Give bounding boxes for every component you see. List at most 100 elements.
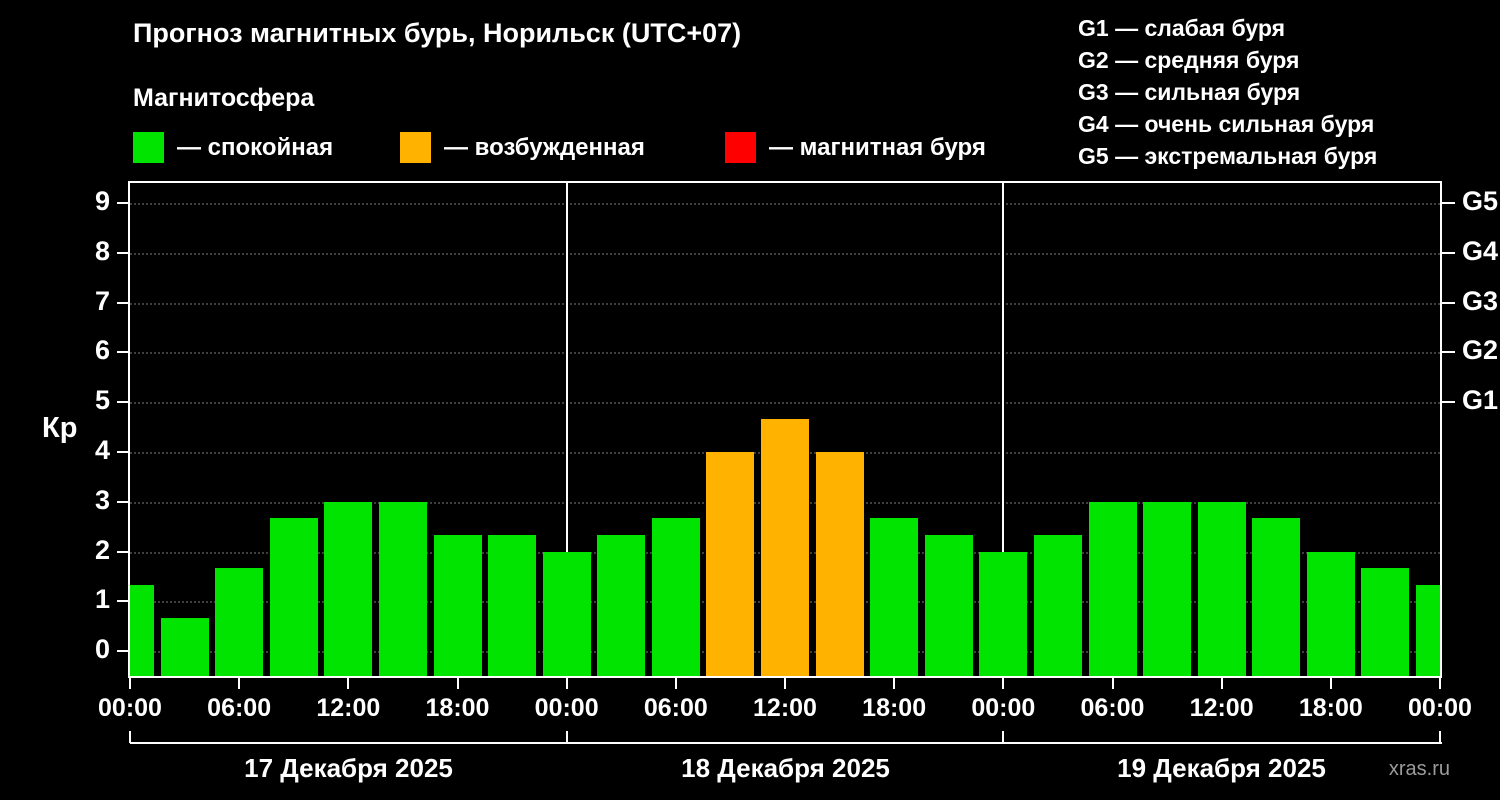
x-axis-tick <box>1002 678 1005 689</box>
legend-label-quiet: — спокойная <box>177 133 334 161</box>
date-label-day3: 19 Декабря 2025 <box>1117 753 1326 783</box>
date-axis-line <box>130 742 1442 744</box>
g-axis-tick <box>1442 401 1455 404</box>
kp-bar <box>433 535 482 676</box>
x-axis-tick-label: 06:00 <box>1080 694 1145 722</box>
legend-item-quiet: — спокойная <box>133 131 333 164</box>
y-axis-tick-label: 2 <box>94 534 110 565</box>
y-axis-tick <box>117 600 130 603</box>
x-axis-tick <box>893 678 896 689</box>
kp-bar <box>870 518 919 676</box>
kp-bar <box>1252 518 1301 676</box>
x-axis-tick-label: 12:00 <box>316 694 381 722</box>
y-axis-tick-label: 9 <box>94 185 110 216</box>
kp-gridline <box>130 302 1440 305</box>
y-axis-tick-label: 3 <box>94 484 110 515</box>
kp-bar <box>1416 584 1440 676</box>
storm-scale-g2: G2 — средняя буря <box>1078 47 1300 73</box>
x-axis-tick-label: 00:00 <box>98 694 162 722</box>
x-axis-tick <box>1439 678 1441 689</box>
x-axis-tick-label: 18:00 <box>425 694 490 722</box>
x-axis-tick <box>347 678 350 689</box>
kp-bar <box>542 551 591 676</box>
x-axis-tick <box>565 678 568 689</box>
y-axis-tick-label: 7 <box>94 285 110 316</box>
storm-scale-g3: G3 — сильная буря <box>1078 79 1301 105</box>
x-axis-tick-label: 06:00 <box>207 694 272 722</box>
g-axis-tick-label: G3 <box>1462 285 1499 316</box>
g-axis-tick <box>1442 201 1455 204</box>
y-axis-tick <box>117 500 130 503</box>
kp-bar <box>979 551 1028 676</box>
g-axis-tick <box>1442 251 1455 254</box>
x-axis-tick <box>238 678 241 689</box>
kp-bar <box>651 518 700 676</box>
date-axis-tick <box>565 731 568 743</box>
storm-color-swatch <box>725 132 756 163</box>
kp-gridline <box>130 252 1440 255</box>
watermark: xras.ru <box>1388 758 1450 780</box>
kp-bar <box>1143 501 1192 676</box>
kp-bar <box>706 451 755 676</box>
g-axis-tick-label: G4 <box>1462 235 1499 266</box>
y-axis-tick-label: 5 <box>94 385 110 416</box>
x-axis-tick <box>1329 678 1332 689</box>
legend-item-excited: — возбужденная <box>400 131 645 164</box>
kp-bar <box>1197 501 1246 676</box>
y-axis-tick-label: 0 <box>94 634 110 665</box>
x-axis-tick <box>456 678 459 689</box>
g-axis-tick <box>1442 301 1455 304</box>
kp-bar <box>1306 551 1355 676</box>
y-axis-tick-label: 1 <box>94 584 110 615</box>
x-axis-tick-label: 18:00 <box>862 694 927 722</box>
x-axis-tick <box>1220 678 1223 689</box>
kp-bar <box>488 535 537 676</box>
kp-bar <box>130 584 154 676</box>
x-axis-tick-label: 00:00 <box>534 694 599 722</box>
x-axis-tick <box>784 678 786 689</box>
date-label-day2: 18 Декабря 2025 <box>681 753 890 783</box>
g-axis-tick-label: G1 <box>1462 385 1499 416</box>
y-axis-tick <box>117 550 130 553</box>
chart-subtitle: Магнитосфера <box>133 84 315 112</box>
storm-scale-g1: G1 — слабая буря <box>1078 15 1286 41</box>
legend-label-storm: — магнитная буря <box>769 133 986 161</box>
storm-scale-g4: G4 — очень сильная буря <box>1078 111 1375 137</box>
y-axis-tick <box>117 351 130 354</box>
y-axis-tick-label: 4 <box>94 434 110 465</box>
x-axis-tick-label: 06:00 <box>643 694 708 722</box>
plot-area <box>130 183 1440 676</box>
x-axis-tick-label: 18:00 <box>1298 694 1363 722</box>
kp-bar <box>378 501 427 676</box>
y-axis-tick <box>117 401 130 404</box>
kp-bar <box>761 418 809 676</box>
kp-bar <box>1033 535 1082 676</box>
excited-color-swatch <box>400 132 431 163</box>
y-axis-tick-label: 8 <box>94 235 110 266</box>
kp-bar <box>269 518 318 676</box>
y-axis-tick <box>117 450 130 453</box>
x-axis-tick-label: 00:00 <box>971 694 1036 722</box>
y-axis-tick-label: 6 <box>94 335 110 366</box>
storm-scale-legend: G1 — слабая буря G2 — средняя буря G3 — … <box>1078 12 1377 172</box>
kp-gridline <box>130 202 1440 205</box>
chart-title: Прогноз магнитных бурь, Норильск (UTC+07… <box>133 18 742 48</box>
date-label-day1: 17 Декабря 2025 <box>244 753 453 783</box>
kp-bar <box>160 617 209 676</box>
y-axis-tick <box>117 201 130 204</box>
kp-bar <box>1088 501 1137 676</box>
y-axis-tick <box>117 251 130 254</box>
y-axis-tick <box>117 301 130 304</box>
g-axis-tick-label: G5 <box>1462 185 1499 216</box>
kp-gridline <box>130 352 1440 355</box>
kp-bar <box>1361 567 1410 676</box>
y-axis-label: Кр <box>42 412 78 444</box>
x-axis-tick-label: 12:00 <box>1189 694 1254 722</box>
x-axis-tick <box>674 678 677 689</box>
kp-bar <box>815 451 864 676</box>
legend-item-storm: — магнитная буря <box>725 131 986 164</box>
x-axis-tick-label: 12:00 <box>753 694 817 722</box>
date-axis-tick <box>1002 731 1005 743</box>
date-axis-tick <box>1439 731 1441 743</box>
